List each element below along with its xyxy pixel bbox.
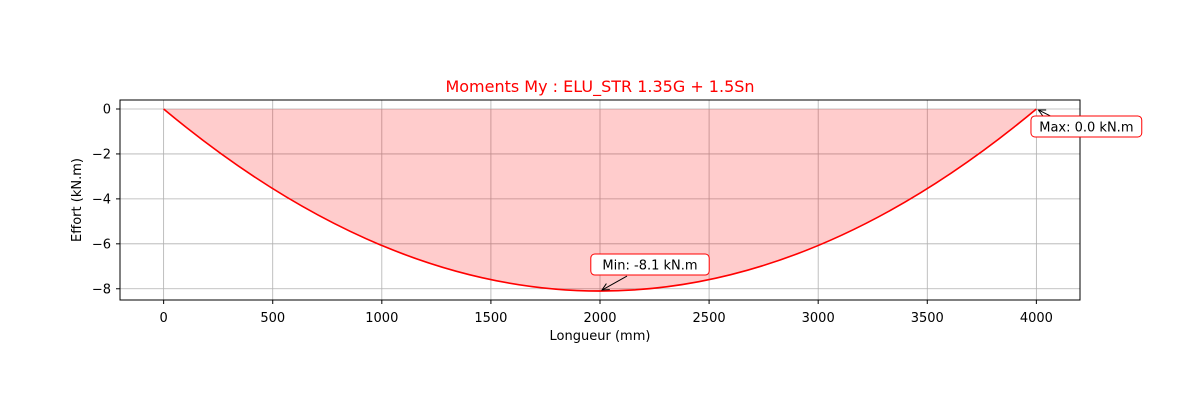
annotation-max-box (1030, 115, 1143, 138)
x-tick-label: 3500 (911, 311, 944, 326)
x-tick-label: 0 (159, 311, 167, 326)
x-tick-label: 3000 (802, 311, 835, 326)
x-tick-label: 4000 (1020, 311, 1053, 326)
y-tick-label: −4 (92, 192, 111, 207)
x-tick-label: 500 (260, 311, 285, 326)
annotation-min-text: Min: -8.1 kN.m (602, 259, 697, 274)
annotation-max-text: Max: 0.0 kN.m (1039, 120, 1133, 135)
x-tick-label: 2500 (693, 311, 726, 326)
x-axis-label: Longueur (mm) (550, 329, 651, 344)
annotation-layer: Min: -8.1 kN.m Max: 0.0 kN.m (590, 109, 1143, 291)
moment-curve (163, 108, 1037, 292)
y-tick-label: −6 (92, 237, 111, 252)
x-tick-label: 1500 (474, 311, 507, 326)
grid-layer (120, 100, 1080, 300)
annotation-min-arrow-head (601, 283, 610, 291)
x-tick-label: 1000 (365, 311, 398, 326)
y-tick-label: 0 (103, 102, 111, 117)
x-tick-label: 2000 (583, 311, 616, 326)
y-axis-label: Effort (kN.m) (70, 158, 85, 242)
x-axis-ticks: 0 500 1000 1500 2000 2500 3000 3500 4000 (159, 300, 1053, 326)
y-tick-label: −8 (92, 282, 111, 297)
line-layer (163, 108, 1037, 292)
annotation-min-arrow-line (601, 275, 628, 291)
annotation-min-box (590, 253, 710, 276)
y-tick-label: −2 (92, 147, 111, 162)
chart-title: Moments My : ELU_STR 1.35G + 1.5Sn (445, 77, 754, 97)
y-axis-ticks: 0 −2 −4 −6 −8 (92, 102, 120, 297)
annotation-max-arrow-head (1037, 109, 1047, 117)
